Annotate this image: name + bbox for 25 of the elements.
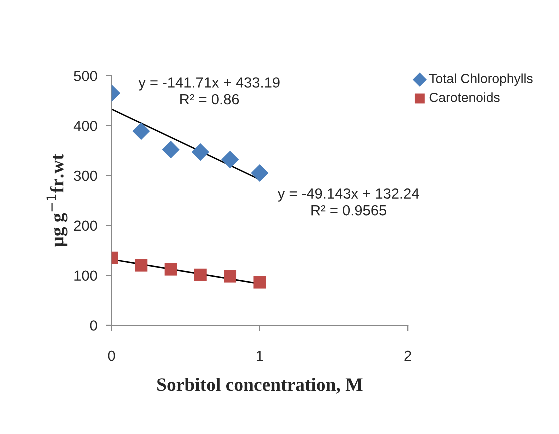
annotation: y = -49.143x + 132.24 R² = 0.9565 — [278, 188, 420, 216]
legend-label: Total Chlorophylls — [429, 74, 533, 86]
y-tick-label: 500 — [74, 71, 98, 82]
point — [132, 122, 150, 140]
y-tick-label: 200 — [74, 220, 98, 232]
point — [135, 259, 148, 272]
y-tick-label: 300 — [74, 170, 98, 182]
point — [192, 144, 210, 162]
point — [222, 151, 240, 169]
annotation: y = -141.71x + 433.19 R² = 0.86 — [138, 78, 280, 105]
point — [162, 141, 180, 159]
point — [194, 268, 207, 282]
point — [254, 276, 266, 289]
y-tick-label: 0 — [90, 320, 98, 331]
x-tick-label: 1 — [256, 351, 264, 362]
x-tick-label: 0 — [108, 350, 116, 362]
legend-label: Carotenoids — [430, 92, 500, 102]
x-axis-title: Sorbitol concentration, M — [158, 378, 363, 394]
y-tick-label: 100 — [74, 270, 98, 282]
y-tick-label: 400 — [74, 120, 98, 132]
y-axis-title: µg g$^{−1}$fr.wt — [46, 154, 68, 248]
point — [224, 270, 237, 283]
x-tick-label: 2 — [404, 350, 412, 362]
point — [251, 164, 269, 182]
point — [164, 263, 178, 276]
